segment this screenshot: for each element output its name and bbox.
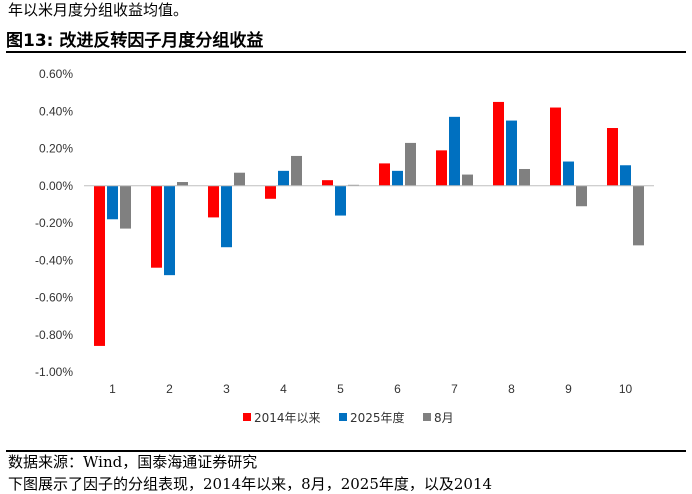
bar-august-8	[519, 168, 530, 186]
y-tick-label: 0.00%	[39, 179, 73, 193]
bar-august-10	[633, 185, 644, 246]
bar-august-2	[177, 182, 188, 186]
bar-year-2025-3	[221, 185, 232, 248]
y-tick-label: 0.60%	[39, 67, 73, 81]
bars	[94, 101, 644, 346]
bar-year-2025-8	[506, 120, 517, 186]
source-divider	[6, 450, 686, 452]
bar-august-4	[291, 155, 302, 186]
bar-august-3	[234, 172, 245, 186]
bar-august-7	[462, 174, 473, 186]
bar-year-2025-10	[620, 165, 631, 186]
y-tick-label: 0.20%	[39, 142, 73, 156]
figure-title: 图13: 改进反转因子月度分组收益	[6, 31, 264, 51]
bar-year-2025-6	[392, 170, 403, 186]
x-tick-label: 2	[166, 382, 173, 396]
title-divider	[6, 51, 686, 53]
bar-year-2025-2	[164, 185, 175, 276]
x-tick-label: 4	[280, 382, 287, 396]
bar-since-2014-7	[436, 150, 447, 186]
intro-text-line: 年以米月度分组收益均值。	[8, 1, 189, 19]
y-tick-label: -0.60%	[35, 291, 73, 305]
x-tick-label: 3	[223, 382, 230, 396]
legend-swatch	[423, 413, 431, 421]
x-tick-label: 10	[619, 382, 633, 396]
legend-swatch	[243, 413, 251, 421]
bar-since-2014-4	[265, 185, 276, 199]
bar-year-2025-7	[449, 116, 460, 186]
bar-since-2014-9	[550, 107, 561, 186]
x-tick-label: 7	[451, 382, 458, 396]
bar-year-2025-1	[107, 185, 118, 220]
legend-label: 2014年以来	[254, 411, 321, 425]
chart: -1.00% -0.80% -0.60% -0.40% -0.20% 0.00% 0.20%…	[35, 67, 654, 425]
y-tick-label: 0.40%	[39, 104, 73, 118]
y-tick-label: -0.20%	[35, 216, 73, 230]
bar-since-2014-1	[94, 185, 105, 346]
bar-august-6	[405, 142, 416, 186]
bar-since-2014-3	[208, 185, 219, 218]
bar-august-1	[120, 185, 131, 229]
bar-since-2014-10	[607, 128, 618, 186]
x-tick-label: 5	[337, 382, 344, 396]
bar-year-2025-9	[563, 161, 574, 186]
bar-since-2014-5	[322, 180, 333, 186]
x-tick-label: 9	[565, 382, 572, 396]
bar-since-2014-8	[493, 101, 504, 186]
bar-year-2025-5	[335, 185, 346, 216]
x-tick-label: 8	[508, 382, 515, 396]
x-tick-label: 6	[394, 382, 401, 396]
legend: 2014年以来 2025年度 8月	[243, 410, 454, 425]
x-axis-ticks: 1 2 3 4 5 6 7 8 9 10	[109, 382, 632, 396]
bar-year-2025-4	[278, 170, 289, 186]
data-source-note: 数据来源：Wind，国泰海通证券研究	[8, 453, 258, 471]
bar-since-2014-6	[379, 163, 390, 186]
y-tick-label: -1.00%	[35, 365, 73, 379]
y-tick-label: -0.80%	[35, 328, 73, 342]
legend-label: 8月	[434, 411, 454, 425]
y-axis-ticks: -1.00% -0.80% -0.60% -0.40% -0.20% 0.00% 0.20%…	[35, 67, 73, 379]
x-tick-label: 1	[109, 382, 116, 396]
bar-august-9	[576, 185, 587, 207]
legend-swatch	[339, 413, 347, 421]
y-tick-label: -0.40%	[35, 253, 73, 267]
bar-since-2014-2	[151, 185, 162, 268]
legend-label: 2025年度	[350, 410, 405, 425]
body-text-cut: 下图展示了因子的分组表现，2014年以来，8月，2025年度，以及2014	[8, 475, 493, 493]
